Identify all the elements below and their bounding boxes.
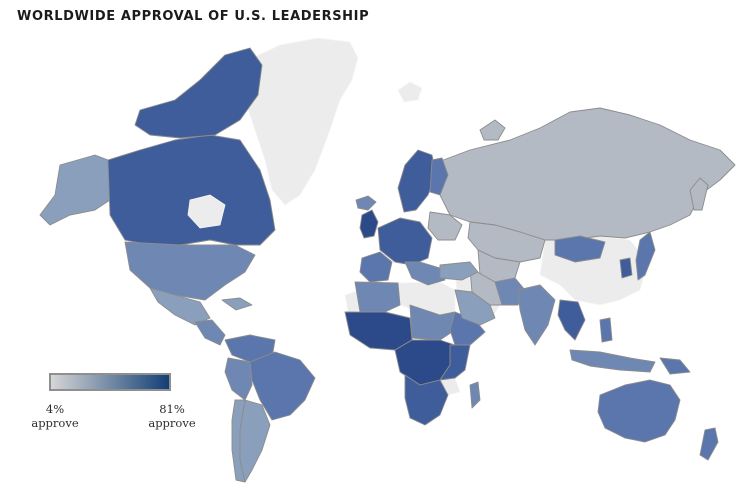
papua-new-guinea bbox=[659, 357, 691, 375]
turkey bbox=[439, 261, 479, 281]
canada-arctic-islands bbox=[134, 47, 263, 139]
map-title: WORLDWIDE APPROVAL OF U.S. LEADERSHIP bbox=[17, 9, 370, 24]
india bbox=[517, 284, 556, 346]
usa bbox=[124, 241, 256, 301]
hudson-bay bbox=[187, 194, 226, 229]
western-europe bbox=[377, 217, 433, 266]
iberia bbox=[359, 251, 393, 283]
uk-ireland bbox=[359, 209, 379, 239]
legend-min-text: approve bbox=[31, 416, 79, 430]
east-africa bbox=[439, 344, 471, 381]
north-africa bbox=[354, 281, 401, 313]
chile bbox=[231, 399, 246, 483]
canada bbox=[107, 134, 276, 246]
japan bbox=[635, 231, 656, 281]
legend-max-text: approve bbox=[148, 416, 196, 430]
indonesia bbox=[569, 349, 656, 373]
legend-min-label: 4% approve bbox=[20, 402, 90, 430]
svalbard bbox=[397, 81, 423, 103]
southern-africa bbox=[404, 374, 449, 426]
west-africa bbox=[344, 311, 413, 351]
philippines bbox=[599, 317, 613, 343]
kazakhstan bbox=[467, 221, 546, 263]
madagascar bbox=[469, 381, 481, 409]
russia bbox=[429, 107, 736, 241]
ukraine-belarus bbox=[427, 211, 463, 241]
legend-max-label: 81% approve bbox=[137, 402, 207, 430]
mongolia bbox=[554, 235, 606, 263]
korea bbox=[619, 257, 633, 279]
finland bbox=[429, 157, 449, 196]
new-zealand bbox=[699, 427, 719, 461]
greenland bbox=[244, 37, 359, 206]
argentina bbox=[239, 399, 271, 483]
legend-max-value: 81% bbox=[159, 402, 185, 416]
brazil bbox=[249, 351, 316, 421]
kamchatka bbox=[689, 177, 709, 211]
central-america bbox=[194, 319, 226, 346]
legend-color-scale bbox=[49, 373, 171, 391]
caribbean bbox=[221, 297, 253, 311]
arabian-peninsula bbox=[454, 289, 496, 326]
legend-min-value: 4% bbox=[45, 402, 65, 416]
iceland bbox=[355, 195, 377, 211]
australia bbox=[597, 379, 681, 443]
russia-north-islands bbox=[479, 119, 506, 141]
alaska bbox=[39, 154, 111, 226]
peru-bolivia bbox=[224, 357, 253, 401]
southeast-asia bbox=[557, 299, 586, 341]
italy-balkans bbox=[404, 261, 446, 286]
